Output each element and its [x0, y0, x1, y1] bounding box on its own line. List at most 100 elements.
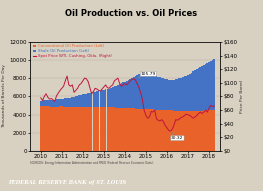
- Bar: [107, 107, 108, 151]
- Bar: [199, 67, 201, 111]
- Bar: [173, 111, 175, 151]
- Bar: [91, 92, 93, 107]
- Bar: [152, 109, 154, 151]
- Bar: [182, 77, 184, 111]
- Bar: [156, 110, 157, 151]
- Bar: [150, 109, 152, 151]
- Bar: [196, 111, 198, 151]
- Bar: [75, 107, 77, 151]
- Text: Oil Production vs. Oil Prices: Oil Production vs. Oil Prices: [65, 9, 198, 18]
- Bar: [89, 107, 91, 151]
- Bar: [52, 107, 54, 151]
- Bar: [82, 95, 84, 107]
- Bar: [201, 66, 203, 111]
- Bar: [78, 107, 80, 151]
- Bar: [117, 108, 119, 151]
- Bar: [177, 111, 178, 151]
- Bar: [56, 100, 57, 107]
- Bar: [101, 90, 103, 107]
- Bar: [52, 100, 54, 107]
- Bar: [214, 59, 215, 110]
- Bar: [94, 91, 96, 107]
- Bar: [105, 89, 107, 107]
- Bar: [196, 69, 198, 111]
- Bar: [43, 106, 45, 151]
- Bar: [114, 107, 115, 151]
- Bar: [159, 78, 161, 110]
- Bar: [177, 79, 178, 111]
- Bar: [47, 106, 49, 151]
- Bar: [84, 107, 85, 151]
- Bar: [166, 110, 168, 151]
- Bar: [119, 84, 120, 108]
- Text: 30.32: 30.32: [171, 133, 184, 140]
- Bar: [156, 76, 157, 110]
- Bar: [87, 107, 89, 151]
- Bar: [42, 106, 43, 151]
- Bar: [185, 111, 187, 151]
- Bar: [99, 91, 101, 107]
- Bar: [157, 110, 159, 151]
- Bar: [101, 107, 103, 151]
- Bar: [147, 109, 149, 151]
- Legend: Conventional Oil Production (Left), Shale Oil Production (Left), Spot Price WTI,: Conventional Oil Production (Left), Shal…: [32, 44, 112, 59]
- Bar: [168, 80, 170, 110]
- Bar: [163, 110, 164, 151]
- Bar: [184, 111, 185, 151]
- Bar: [59, 106, 61, 151]
- Bar: [199, 111, 201, 151]
- Bar: [57, 107, 59, 151]
- Text: FEDERAL RESERVE BANK of ST. LOUIS: FEDERAL RESERVE BANK of ST. LOUIS: [8, 180, 126, 185]
- Bar: [128, 80, 129, 108]
- Bar: [82, 107, 84, 151]
- Bar: [147, 72, 149, 109]
- Bar: [135, 108, 136, 151]
- Bar: [205, 64, 206, 110]
- Bar: [191, 73, 193, 111]
- Bar: [184, 76, 185, 111]
- Bar: [210, 61, 212, 110]
- Bar: [129, 79, 131, 108]
- Bar: [103, 107, 105, 151]
- Bar: [163, 78, 164, 110]
- Text: SOURCES: Energy Information Administration and FRED (Federal Reserve Economic Da: SOURCES: Energy Information Administrati…: [30, 161, 154, 165]
- Bar: [205, 110, 206, 151]
- Bar: [159, 110, 161, 151]
- Bar: [94, 107, 96, 151]
- Bar: [85, 107, 87, 151]
- Bar: [105, 107, 107, 151]
- Bar: [203, 110, 205, 151]
- Text: 105.79: 105.79: [139, 72, 156, 78]
- Bar: [70, 98, 72, 107]
- Bar: [150, 74, 152, 109]
- Bar: [57, 99, 59, 107]
- Bar: [208, 62, 210, 110]
- Bar: [126, 81, 128, 108]
- Bar: [141, 73, 143, 109]
- Bar: [187, 75, 189, 111]
- Bar: [175, 111, 177, 151]
- Bar: [143, 109, 145, 151]
- Bar: [201, 111, 203, 151]
- Bar: [63, 99, 64, 107]
- Bar: [120, 108, 122, 151]
- Bar: [182, 111, 184, 151]
- Bar: [143, 72, 145, 109]
- Bar: [124, 108, 126, 151]
- Bar: [70, 107, 72, 151]
- Bar: [56, 107, 57, 151]
- Bar: [193, 111, 194, 151]
- Bar: [119, 108, 120, 151]
- Bar: [170, 110, 171, 151]
- Bar: [93, 107, 94, 151]
- Bar: [64, 107, 66, 151]
- Bar: [193, 71, 194, 111]
- Bar: [122, 108, 124, 151]
- Bar: [45, 106, 47, 151]
- Bar: [50, 100, 52, 107]
- Bar: [108, 89, 110, 107]
- Bar: [59, 99, 61, 106]
- Bar: [117, 85, 119, 108]
- Bar: [50, 107, 52, 151]
- Bar: [107, 89, 108, 107]
